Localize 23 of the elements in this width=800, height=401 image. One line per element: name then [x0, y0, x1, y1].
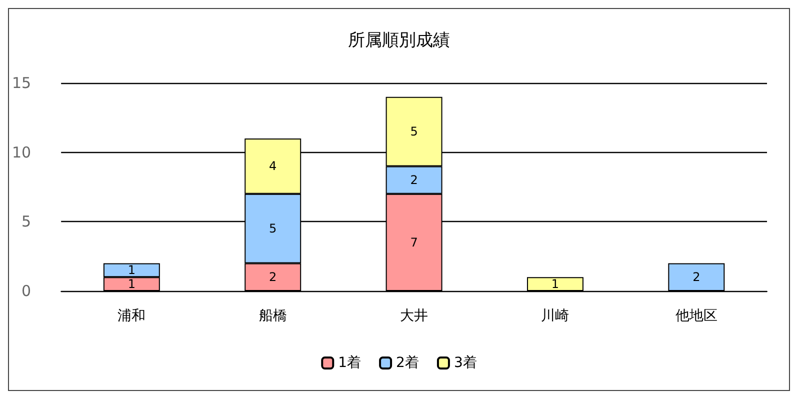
- x-tick-label: 船橋: [258, 308, 287, 324]
- y-tick-label: 15: [12, 74, 32, 92]
- data-label: 1: [128, 277, 136, 292]
- data-label: 4: [269, 159, 277, 174]
- data-label: 2: [692, 270, 700, 284]
- legend-label: 1着: [338, 355, 362, 371]
- data-label: 5: [269, 222, 277, 236]
- chart-title: 所属順別成績: [348, 30, 450, 50]
- data-label: 7: [410, 235, 418, 250]
- x-tick-label: 浦和: [118, 308, 146, 324]
- x-tick-label: 川崎: [541, 308, 570, 324]
- data-label: 1: [551, 277, 560, 292]
- y-tick-label: 0: [22, 282, 32, 300]
- x-tick-label: 他地区: [675, 308, 718, 324]
- data-label: 5: [410, 124, 418, 139]
- legend-label: 3着: [454, 355, 477, 371]
- data-label: 2: [410, 173, 418, 188]
- x-tick-label: 大井: [400, 308, 428, 324]
- data-label: 1: [128, 263, 136, 278]
- y-tick-label: 5: [22, 212, 32, 231]
- y-tick-label: 10: [12, 143, 32, 162]
- legend-label: 2着: [396, 355, 419, 371]
- data-label: 2: [269, 270, 277, 284]
